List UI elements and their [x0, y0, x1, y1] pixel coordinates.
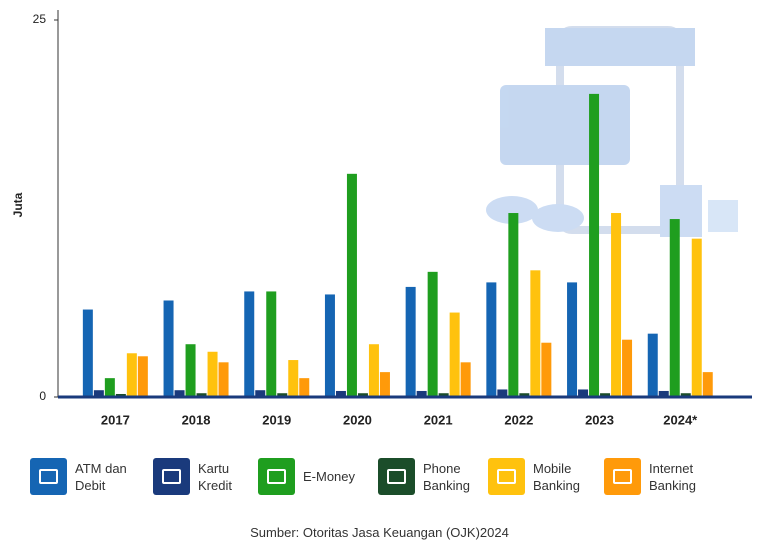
- legend-label: Internet Banking: [649, 460, 715, 494]
- bar: [486, 282, 496, 397]
- bar: [648, 334, 658, 397]
- decoration: [486, 28, 738, 237]
- legend-label: Phone Banking: [423, 460, 489, 494]
- bar: [622, 340, 632, 397]
- bar: [541, 343, 551, 397]
- bar: [692, 239, 702, 397]
- legend-swatch: [488, 458, 525, 495]
- bar: [138, 356, 148, 397]
- legend-icon: [39, 469, 58, 484]
- plant-illustration: [708, 200, 738, 232]
- bar: [266, 291, 276, 397]
- x-tick-label: 2018: [182, 412, 211, 427]
- bar: [299, 378, 309, 397]
- bar: [670, 219, 680, 397]
- legend-swatch: [378, 458, 415, 495]
- bar: [703, 372, 713, 397]
- card-illustration: [500, 85, 630, 165]
- legend-icon: [497, 469, 516, 484]
- bar: [244, 291, 254, 397]
- x-tick-label: 2023: [585, 412, 614, 427]
- legend-swatch: [258, 458, 295, 495]
- legend-item: E-Money: [258, 458, 369, 495]
- bar: [530, 270, 540, 397]
- y-tick-label: 25: [33, 12, 47, 26]
- bar: [288, 360, 298, 397]
- bar: [325, 294, 335, 397]
- legend-label: Mobile Banking: [533, 460, 599, 494]
- x-tick-label: 2017: [101, 412, 130, 427]
- bar: [450, 313, 460, 397]
- bar: [380, 372, 390, 397]
- chart: Juta 0 25 2017 2018 2019 2020 2021 2022 2023 2024…: [0, 0, 759, 450]
- legend-icon: [162, 469, 181, 484]
- bar: [589, 94, 599, 397]
- legend-swatch: [30, 458, 67, 495]
- bar: [406, 287, 416, 397]
- x-tick-label: 2024*: [663, 412, 698, 427]
- bar: [164, 300, 174, 397]
- bar: [347, 174, 357, 397]
- x-tick-label: 2021: [424, 412, 453, 427]
- bar: [83, 310, 93, 397]
- x-tick-label: 2019: [262, 412, 291, 427]
- legend-label: E-Money: [303, 468, 369, 485]
- bar: [428, 272, 438, 397]
- legend-icon: [613, 469, 632, 484]
- legend-item: Mobile Banking: [488, 458, 599, 495]
- bar: [105, 378, 115, 397]
- page: Juta 0 25 2017 2018 2019 2020 2021 2022 2023 2024…: [0, 0, 759, 541]
- legend-item: Phone Banking: [378, 458, 489, 495]
- legend-item: Internet Banking: [604, 458, 715, 495]
- x-tick-label: 2020: [343, 412, 372, 427]
- source-note: Sumber: Otoritas Jasa Keuangan (OJK)2024: [0, 525, 759, 540]
- bar: [208, 352, 218, 397]
- y-axis-label: Juta: [11, 192, 25, 217]
- bar: [461, 362, 471, 397]
- bar: [186, 344, 196, 397]
- awning-illustration: [545, 28, 695, 66]
- bar: [127, 353, 137, 397]
- bag-illustration: [660, 185, 702, 237]
- bar: [567, 282, 577, 397]
- coins-illustration: [532, 204, 584, 232]
- bar: [611, 213, 621, 397]
- legend-swatch: [153, 458, 190, 495]
- bar: [369, 344, 379, 397]
- legend-swatch: [604, 458, 641, 495]
- y-tick-label: 0: [39, 389, 46, 403]
- legend-label: ATM dan Debit: [75, 460, 141, 494]
- legend-label: Kartu Kredit: [198, 460, 264, 494]
- legend-icon: [267, 469, 286, 484]
- x-tick-label: 2022: [504, 412, 533, 427]
- legend-item: ATM dan Debit: [30, 458, 141, 495]
- legend-item: Kartu Kredit: [153, 458, 264, 495]
- bar: [508, 213, 518, 397]
- bar: [219, 362, 229, 397]
- legend-icon: [387, 469, 406, 484]
